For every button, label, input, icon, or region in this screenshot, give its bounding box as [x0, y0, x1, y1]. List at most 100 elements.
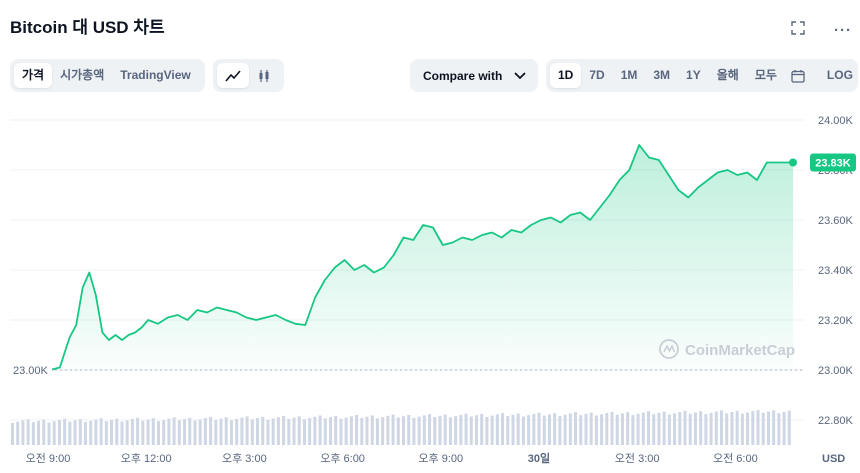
volume-bar — [782, 411, 786, 445]
y-tick-label: 22.80K — [818, 415, 854, 427]
line-chart-button[interactable] — [217, 63, 249, 88]
range-all[interactable]: 모두 — [754, 68, 777, 82]
current-price-label: 23.83K — [815, 158, 851, 170]
volume-bar — [417, 416, 421, 445]
compare-label: Compare with — [423, 68, 503, 83]
volume-bar — [386, 415, 390, 445]
more-icon[interactable]: ··· — [834, 22, 852, 39]
volume-bar — [78, 419, 82, 445]
volume-bar — [657, 412, 661, 445]
volume-bar — [495, 414, 499, 445]
volume-bar — [375, 418, 379, 445]
volume-bar — [16, 421, 20, 445]
volume-bar — [360, 417, 364, 445]
volume-bar — [339, 418, 343, 445]
volume-bar — [198, 419, 202, 445]
y-tick-label: 24.00K — [818, 115, 854, 127]
volume-bar — [271, 418, 275, 445]
volume-bar — [448, 417, 452, 445]
x-tick-label: 오전 3:00 — [615, 452, 660, 465]
page-title: Bitcoin 대 USD 차트 — [10, 18, 165, 37]
candlestick-icon — [259, 69, 269, 82]
fullscreen-icon[interactable] — [790, 20, 806, 40]
volume-bar — [57, 420, 61, 445]
volume-bar — [777, 413, 781, 445]
volume-bar — [26, 419, 30, 445]
tab-price[interactable]: 가격 — [14, 63, 53, 88]
volume-bar — [605, 413, 609, 445]
tab-tradingview[interactable]: TradingView — [120, 68, 191, 82]
volume-bar — [250, 419, 254, 445]
volume-bar — [699, 411, 703, 445]
start-price-label: 23.00K — [13, 365, 49, 377]
volume-bar — [678, 412, 682, 445]
candlestick-button[interactable] — [249, 63, 279, 88]
log-toggle[interactable]: LOG — [826, 68, 853, 82]
volume-bar — [110, 419, 114, 445]
volume-bar — [506, 416, 510, 445]
volume-bar — [584, 413, 588, 445]
range-ytd[interactable]: 올해 — [716, 68, 739, 82]
volume-bar — [104, 421, 108, 445]
volume-bar — [641, 412, 645, 445]
volume-bar — [344, 417, 348, 445]
volume-bar — [683, 410, 687, 445]
volume-bar — [183, 419, 187, 445]
volume-bar — [162, 419, 166, 445]
volume-bar — [146, 419, 150, 445]
range-3m[interactable]: 3M — [653, 68, 671, 82]
x-tick-label: 오후 6:00 — [320, 452, 365, 465]
volume-bar — [610, 411, 614, 445]
volume-bar — [125, 420, 129, 445]
x-tick-label: 30일 — [528, 451, 550, 465]
volume-bar — [553, 413, 557, 445]
volume-bar — [240, 417, 244, 445]
volume-bar — [120, 421, 124, 445]
volume-bar — [256, 418, 260, 445]
volume-bar — [89, 420, 93, 445]
volume-bar — [459, 414, 463, 445]
calendar-button[interactable] — [785, 63, 811, 88]
volume-bar — [688, 413, 692, 445]
volume-bar — [537, 412, 541, 445]
volume-bar — [141, 420, 145, 445]
volume-bar — [313, 416, 317, 445]
volume-bar — [787, 410, 791, 445]
y-tick-label: 23.20K — [818, 315, 854, 327]
volume-bar — [620, 413, 624, 445]
volume-bar — [485, 416, 489, 445]
volume-bar — [94, 419, 98, 445]
volume-bar — [21, 420, 25, 445]
volume-bar — [766, 411, 770, 445]
volume-bar — [647, 411, 651, 445]
range-1y[interactable]: 1Y — [686, 68, 701, 82]
volume-bar — [433, 417, 437, 445]
volume-bar — [73, 420, 77, 445]
volume-bar — [756, 409, 760, 445]
volume-bar — [276, 417, 280, 445]
volume-bar — [615, 414, 619, 445]
volume-bar — [391, 414, 395, 445]
compare-with-dropdown[interactable]: Compare with — [410, 59, 538, 92]
tab-market-cap[interactable]: 시가총액 — [60, 68, 105, 82]
range-1m[interactable]: 1M — [620, 68, 638, 82]
volume-bar — [47, 422, 51, 445]
volume-bar — [709, 412, 713, 445]
volume-bar — [469, 416, 473, 445]
range-1d[interactable]: 1D — [550, 63, 582, 88]
volume-bar — [714, 411, 718, 445]
volume-bar — [115, 418, 119, 445]
volume-bar — [516, 413, 520, 445]
volume-bar — [667, 414, 671, 445]
volume-bar — [521, 416, 525, 445]
volume-bar — [42, 419, 46, 445]
volume-bar — [219, 418, 223, 445]
volume-bar — [349, 416, 353, 445]
volume-bar — [329, 417, 333, 445]
calendar-icon — [791, 69, 805, 83]
currency-unit-label: USD — [822, 453, 845, 465]
volume-bar — [297, 416, 301, 445]
range-7d[interactable]: 7D — [589, 68, 605, 82]
volume-bar — [235, 418, 239, 445]
chart-type-toggle — [213, 59, 284, 92]
